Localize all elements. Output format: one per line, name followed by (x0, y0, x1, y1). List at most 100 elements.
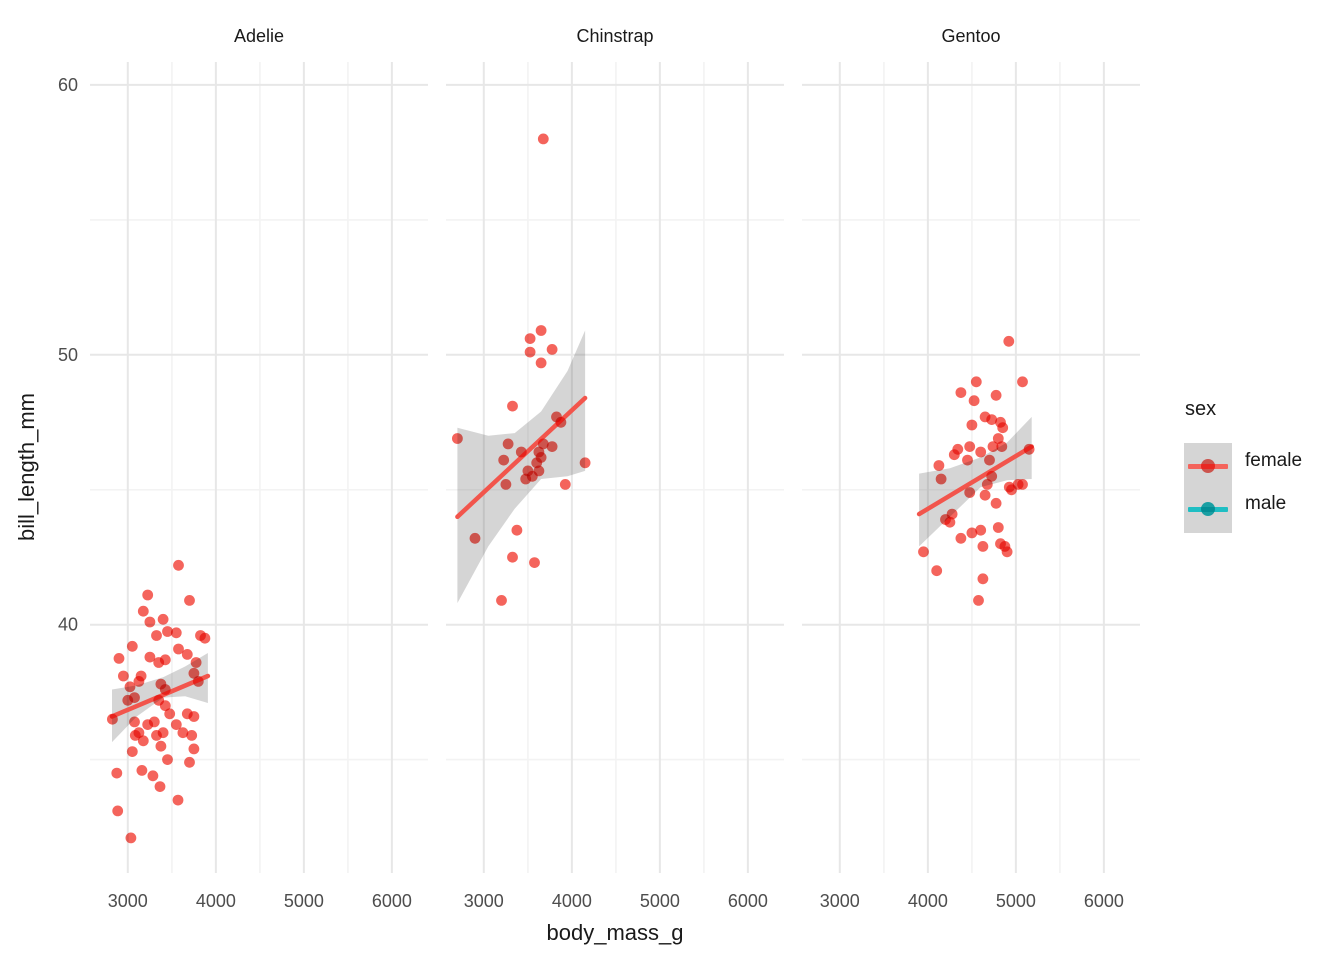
x-tick-label: 3000 (820, 891, 860, 911)
data-point (948, 449, 960, 461)
data-point (151, 630, 162, 641)
data-point (986, 414, 998, 425)
data-point (188, 711, 200, 722)
x-axis-title: body_mass_g (546, 920, 684, 945)
data-point (1023, 443, 1035, 455)
data-point (537, 133, 549, 145)
data-point (515, 446, 527, 458)
data-point (498, 454, 510, 466)
data-point (192, 676, 204, 687)
data-point (144, 616, 156, 628)
data-point (112, 805, 124, 817)
data-point (1017, 479, 1028, 490)
data-point (524, 346, 536, 358)
data-point (507, 551, 518, 563)
x-tick-label: 3000 (464, 891, 504, 911)
data-point (154, 781, 166, 792)
data-point (190, 657, 202, 668)
data-point (966, 527, 978, 539)
data-point (579, 457, 591, 469)
x-tick-label: 4000 (552, 891, 592, 911)
data-point (107, 713, 118, 725)
data-point (511, 524, 523, 536)
data-point (199, 632, 211, 644)
data-point (1001, 546, 1013, 558)
data-point (1003, 335, 1015, 347)
data-point (966, 419, 978, 431)
data-point (992, 433, 1004, 444)
data-point (535, 325, 547, 336)
data-point (1006, 484, 1017, 496)
facet-panel-gentoo: 3000 4000 5000 6000 (802, 62, 1140, 911)
data-point (990, 497, 1002, 509)
data-point (984, 454, 995, 466)
data-point (546, 344, 558, 355)
data-point (968, 395, 980, 407)
data-point (186, 730, 198, 741)
facet-panel-chinstrap: 3000 4000 5000 6000 (446, 62, 784, 911)
data-point (964, 441, 976, 452)
facet-strip-adelie: Adelie (233, 26, 285, 46)
data-point (502, 438, 514, 450)
data-point (148, 716, 160, 728)
data-point (129, 716, 140, 728)
data-point (546, 441, 558, 452)
data-point (940, 514, 951, 525)
data-point (188, 667, 200, 679)
data-point (162, 754, 173, 765)
data-point (164, 708, 176, 720)
data-point (159, 684, 171, 695)
regression-line (916, 444, 1034, 517)
data-point (177, 727, 189, 739)
data-point (975, 446, 987, 458)
data-point (524, 333, 536, 344)
x-tick-label: 6000 (372, 891, 412, 911)
data-point (172, 794, 184, 806)
x-tick-label: 6000 (728, 891, 768, 911)
female-key-dot-icon (1201, 459, 1215, 473)
data-point (964, 487, 976, 498)
data-point (559, 479, 571, 490)
data-point (973, 595, 984, 606)
data-point (157, 727, 169, 739)
data-point (184, 595, 195, 606)
data-point (997, 422, 1009, 434)
data-point (555, 416, 567, 428)
data-point (111, 767, 123, 779)
facet-panel-adelie: 3000 4000 5000 6000 (90, 62, 428, 911)
data-point (129, 730, 141, 741)
y-tick-label: 60 (58, 75, 78, 95)
data-point (181, 649, 193, 660)
data-point (529, 557, 540, 568)
data-point (962, 454, 973, 466)
data-point (975, 524, 987, 536)
x-tick-label: 6000 (1084, 891, 1124, 911)
data-point (469, 532, 481, 544)
data-point (970, 376, 982, 388)
data-point (159, 654, 171, 666)
x-tick-label: 5000 (640, 891, 680, 911)
data-point (935, 473, 947, 485)
confidence-ribbon (457, 330, 586, 604)
data-point (170, 719, 182, 730)
data-point (955, 387, 967, 398)
data-point (979, 489, 991, 501)
data-point (500, 479, 512, 490)
data-point (977, 573, 989, 585)
data-point (188, 743, 200, 755)
x-tick-label: 5000 (284, 891, 324, 911)
data-point (126, 746, 138, 757)
data-point (507, 400, 518, 412)
data-point (136, 765, 148, 776)
data-point (122, 694, 134, 706)
data-point (452, 433, 463, 444)
data-point (155, 740, 167, 752)
data-point (981, 479, 993, 490)
legend-label-female: female (1245, 450, 1303, 471)
data-point (124, 681, 136, 693)
y-axis-title: bill_length_mm (14, 393, 39, 541)
data-point (157, 613, 169, 625)
legend-label-male: male (1245, 493, 1287, 514)
